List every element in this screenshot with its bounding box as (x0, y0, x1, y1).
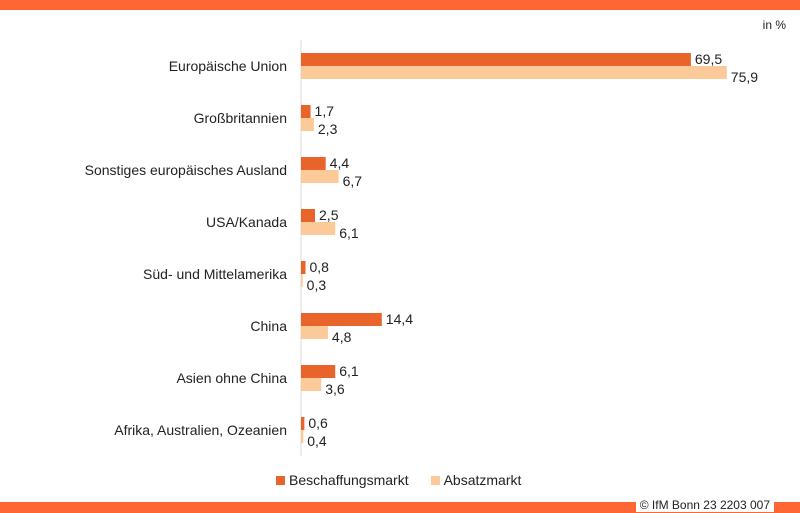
data-label: 6,1 (339, 363, 359, 379)
data-label: 69,5 (695, 51, 722, 67)
data-label: 2,5 (319, 207, 339, 223)
unit-label: in % (762, 18, 786, 32)
data-label: 1,7 (315, 103, 335, 119)
category-label: Europäische Union (169, 58, 287, 74)
bar-beschaffungsmarkt (301, 209, 316, 222)
category-label: China (250, 318, 287, 334)
bar-absatzmarkt (301, 430, 304, 443)
category-label: Asien ohne China (176, 370, 287, 386)
data-label: 4,4 (330, 155, 350, 171)
bar-beschaffungsmarkt (301, 157, 326, 170)
category-label: Süd- und Mittelamerika (143, 266, 287, 282)
data-label: 0,6 (308, 415, 328, 431)
bar-beschaffungsmarkt (301, 417, 305, 430)
data-label: 0,3 (307, 277, 327, 293)
copyright: © IfM Bonn 23 2203 007 (635, 498, 774, 512)
data-label: 0,4 (307, 433, 327, 449)
category-label: Sonstiges europäisches Ausland (85, 162, 287, 178)
data-label: 6,7 (343, 173, 363, 189)
bar-absatzmarkt (301, 118, 314, 131)
category-label: Afrika, Australien, Ozeanien (114, 422, 287, 438)
top-band (0, 0, 800, 10)
bar-absatzmarkt (301, 274, 303, 287)
legend-label: Beschaffungsmarkt (289, 472, 409, 488)
category-label: Großbritannien (194, 110, 287, 126)
data-label: 6,1 (339, 225, 359, 241)
bar-beschaffungsmarkt (301, 53, 691, 66)
bar-beschaffungsmarkt (301, 313, 382, 326)
data-label: 2,3 (318, 121, 338, 137)
data-label: 0,8 (309, 259, 329, 275)
bottom-band (0, 502, 800, 513)
legend-label: Absatzmarkt (443, 472, 522, 488)
category-label: USA/Kanada (206, 214, 287, 230)
data-label: 14,4 (386, 311, 413, 327)
bar-absatzmarkt (301, 222, 336, 235)
bar-absatzmarkt (301, 378, 322, 391)
legend: Beschaffungsmarkt Absatzmarkt (276, 472, 521, 488)
bar-beschaffungsmarkt (301, 105, 311, 118)
bar-absatzmarkt (301, 170, 339, 183)
data-label: 3,6 (325, 381, 345, 397)
bar-beschaffungsmarkt (301, 261, 306, 274)
bar-beschaffungsmarkt (301, 365, 336, 378)
legend-swatch (430, 476, 440, 485)
bar-absatzmarkt (301, 66, 727, 79)
legend-item-absatzmarkt: Absatzmarkt (430, 472, 522, 488)
data-label: 4,8 (332, 329, 352, 345)
bar-absatzmarkt (301, 326, 328, 339)
data-label: 75,9 (731, 69, 758, 85)
legend-item-beschaffungsmarkt: Beschaffungsmarkt (276, 472, 409, 488)
legend-swatch (276, 476, 285, 485)
